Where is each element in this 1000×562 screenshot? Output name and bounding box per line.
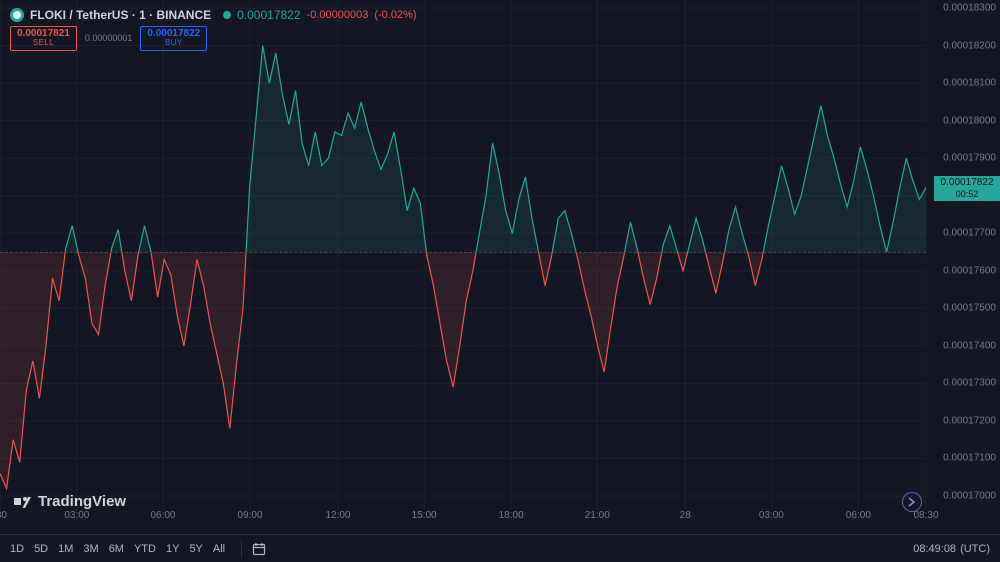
x-tick-label: 18:00 (499, 510, 524, 521)
y-tick-label: 0.00018000 (943, 115, 996, 126)
tv-logo-text: TradingView (38, 493, 126, 510)
range-5y[interactable]: 5Y (189, 543, 202, 555)
current-price: 0.00017822 (237, 8, 300, 22)
symbol-header: FLOKI / TetherUS · 1 · BINANCE 0.0001782… (10, 6, 990, 24)
range-3m[interactable]: 3M (83, 543, 98, 555)
x-tick-label: 06:00 (150, 510, 175, 521)
goto-recent-button[interactable] (902, 492, 922, 512)
x-tick-label: 03:00 (64, 510, 89, 521)
x-tick-label: 09:00 (238, 510, 263, 521)
y-tick-label: 0.00018100 (943, 78, 996, 89)
y-tick-label: 0.00017600 (943, 265, 996, 276)
y-tick-label: 0.00017400 (943, 340, 996, 351)
range-5d[interactable]: 5D (34, 543, 48, 555)
sell-button[interactable]: 0.00017821 SELL (10, 26, 77, 51)
y-tick-label: 0.00017300 (943, 378, 996, 389)
tradingview-logo: TradingView (14, 492, 126, 510)
baseline-line (0, 252, 926, 253)
y-axis: 0.00017000 0.00017100 0.00017200 0.00017300… (926, 0, 996, 510)
price-chart (0, 0, 926, 510)
bar-countdown: 00:52 (938, 189, 996, 200)
symbol-icon (10, 8, 24, 22)
clock[interactable]: 08:49:08 (UTC) (913, 543, 990, 555)
y-tick-label: 0.00017200 (943, 415, 996, 426)
clock-time: 08:49:08 (913, 543, 956, 555)
range-1y[interactable]: 1Y (166, 543, 179, 555)
buy-button[interactable]: 0.00017822 BUY (140, 26, 207, 51)
x-tick-label: 03:00 (759, 510, 784, 521)
x-tick-label: 06:00 (846, 510, 871, 521)
price-change-abs: -0.00000003 (307, 9, 369, 21)
x-tick-label: 08:30 (913, 510, 938, 521)
range-switcher: 1D 5D 1M 3M 6M YTD 1Y 5Y All (10, 540, 268, 558)
y-tick-label: 0.00017700 (943, 228, 996, 239)
price-change-pct: (-0.02%) (374, 9, 416, 21)
range-ytd[interactable]: YTD (134, 543, 156, 555)
y-tick-label: 0.00017000 (943, 491, 996, 502)
last-price-tag: 0.00017822 00:52 (934, 176, 1000, 201)
range-1d[interactable]: 1D (10, 543, 24, 555)
sell-label: SELL (17, 39, 70, 48)
y-tick-label: 0.00017100 (943, 453, 996, 464)
clock-tz: (UTC) (960, 543, 990, 555)
range-1m[interactable]: 1M (58, 543, 73, 555)
y-tick-label: 0.00017500 (943, 303, 996, 314)
bottom-bar: 1D 5D 1M 3M 6M YTD 1Y 5Y All 08:49:08 (UTC) (0, 534, 1000, 562)
last-price-value: 0.00017822 (938, 177, 996, 189)
range-all[interactable]: All (213, 543, 225, 555)
goto-date-icon[interactable] (241, 540, 268, 558)
y-tick-label: 0.00018200 (943, 40, 996, 51)
range-6m[interactable]: 6M (109, 543, 124, 555)
x-axis: :30 03:00 06:00 09:00 12:00 15:00 18:00 21:00 28… (0, 510, 926, 526)
tv-logo-icon (14, 492, 32, 510)
y-tick-label: 0.00017900 (943, 153, 996, 164)
buy-label: BUY (147, 39, 200, 48)
x-tick-label: 28 (680, 510, 691, 521)
x-tick-label: 12:00 (325, 510, 350, 521)
bid-ask-row: 0.00017821 SELL 0.00000001 0.00017822 BU… (10, 26, 207, 51)
spread-value: 0.00000001 (83, 33, 135, 43)
x-tick-label: 15:00 (412, 510, 437, 521)
market-status-dot (223, 11, 231, 19)
x-tick-label: 21:00 (585, 510, 610, 521)
x-tick-label: :30 (0, 510, 7, 521)
symbol-label[interactable]: FLOKI / TetherUS · 1 · BINANCE (30, 8, 211, 22)
